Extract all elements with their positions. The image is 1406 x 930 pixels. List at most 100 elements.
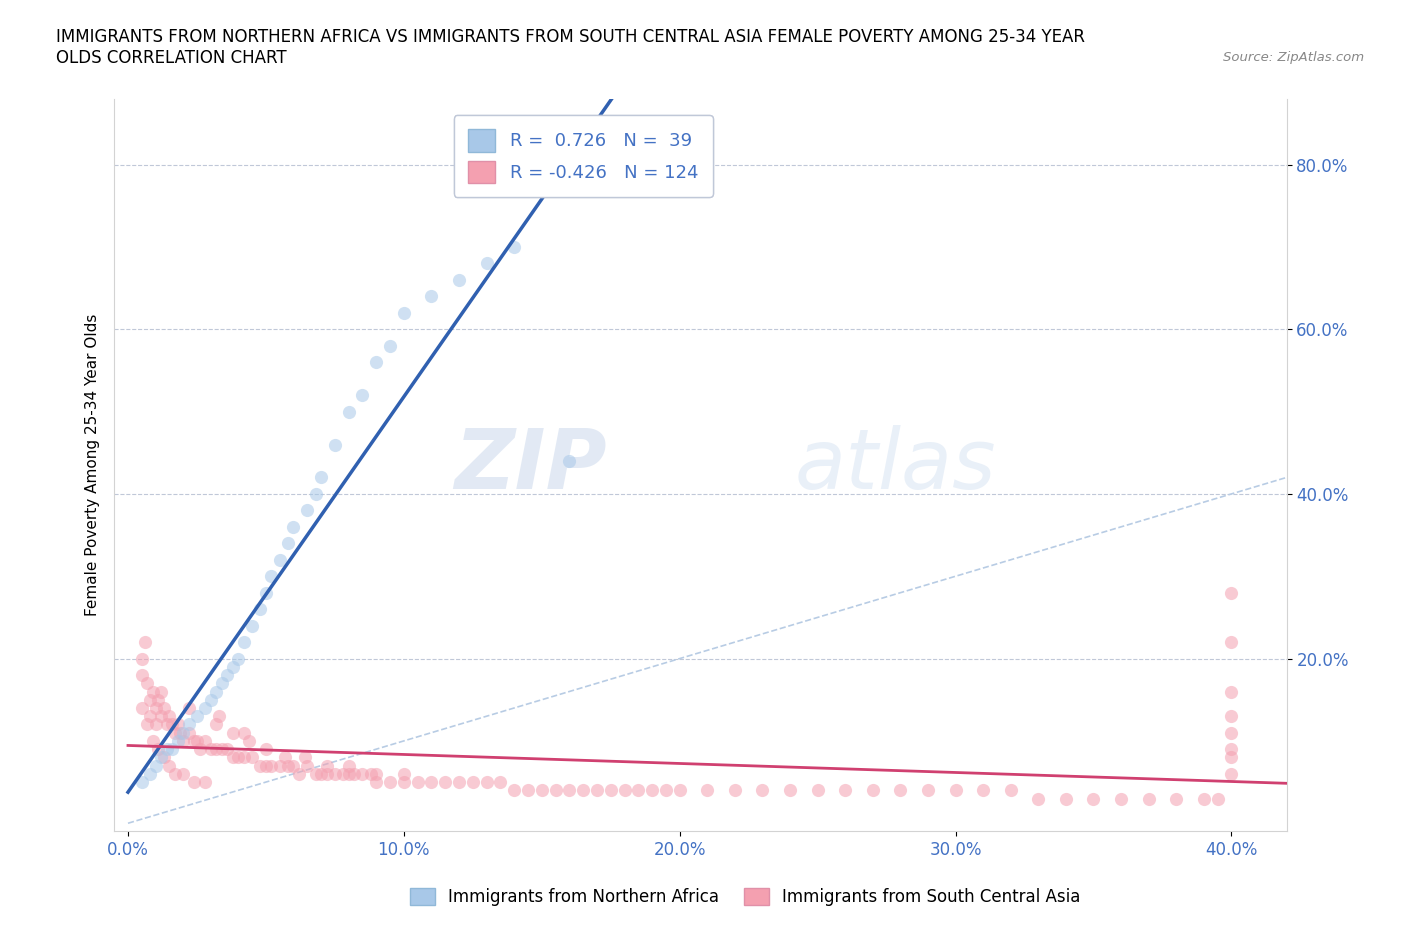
Point	[309, 470, 332, 485]
Point	[558, 783, 581, 798]
Point	[315, 758, 337, 773]
Point	[260, 569, 283, 584]
Point	[145, 717, 167, 732]
Point	[406, 775, 429, 790]
Point	[447, 272, 470, 287]
Point	[392, 305, 415, 320]
Point	[240, 618, 263, 633]
Point	[337, 766, 360, 781]
Point	[323, 766, 346, 781]
Point	[1109, 791, 1132, 806]
Point	[420, 289, 443, 304]
Point	[1220, 684, 1243, 699]
Point	[172, 725, 194, 740]
Point	[366, 766, 388, 781]
Point	[166, 734, 188, 749]
Point	[972, 783, 994, 798]
Point	[232, 725, 254, 740]
Point	[1206, 791, 1229, 806]
Point	[447, 775, 470, 790]
Point	[283, 758, 305, 773]
Point	[188, 742, 211, 757]
Point	[297, 758, 319, 773]
Point	[240, 750, 263, 764]
Point	[655, 783, 678, 798]
Point	[153, 750, 176, 764]
Point	[136, 717, 159, 732]
Point	[205, 742, 228, 757]
Point	[304, 766, 326, 781]
Point	[145, 700, 167, 715]
Point	[1083, 791, 1105, 806]
Point	[337, 405, 360, 419]
Point	[269, 758, 291, 773]
Legend: R =  0.726   N =  39, R = -0.426   N = 124: R = 0.726 N = 39, R = -0.426 N = 124	[454, 115, 713, 197]
Point	[834, 783, 856, 798]
Point	[160, 717, 183, 732]
Point	[277, 536, 299, 551]
Point	[378, 775, 401, 790]
Point	[186, 709, 208, 724]
Point	[155, 742, 177, 757]
Point	[131, 668, 153, 683]
Point	[260, 758, 283, 773]
Point	[366, 775, 388, 790]
Point	[211, 676, 233, 691]
Point	[145, 758, 167, 773]
Point	[392, 775, 415, 790]
Point	[222, 725, 245, 740]
Point	[157, 758, 180, 773]
Point	[945, 783, 967, 798]
Point	[315, 766, 337, 781]
Point	[489, 775, 512, 790]
Point	[136, 676, 159, 691]
Point	[627, 783, 650, 798]
Point	[166, 717, 188, 732]
Point	[1192, 791, 1215, 806]
Point	[503, 239, 526, 254]
Point	[1220, 634, 1243, 649]
Point	[228, 651, 250, 666]
Point	[1220, 725, 1243, 740]
Point	[323, 437, 346, 452]
Point	[177, 725, 200, 740]
Point	[269, 552, 291, 567]
Point	[332, 766, 354, 781]
Point	[274, 750, 297, 764]
Point	[150, 684, 173, 699]
Point	[668, 783, 690, 798]
Point	[134, 634, 156, 649]
Point	[352, 766, 374, 781]
Point	[238, 734, 260, 749]
Point	[807, 783, 830, 798]
Point	[139, 709, 162, 724]
Point	[558, 454, 581, 469]
Point	[392, 766, 415, 781]
Point	[343, 766, 366, 781]
Point	[475, 775, 498, 790]
Point	[283, 519, 305, 534]
Point	[228, 750, 250, 764]
Point	[148, 742, 170, 757]
Point	[205, 717, 228, 732]
Y-axis label: Female Poverty Among 25-34 Year Olds: Female Poverty Among 25-34 Year Olds	[86, 314, 100, 617]
Point	[157, 709, 180, 724]
Point	[862, 783, 884, 798]
Point	[1220, 742, 1243, 757]
Point	[586, 783, 609, 798]
Point	[232, 750, 254, 764]
Point	[461, 775, 484, 790]
Point	[378, 339, 401, 353]
Point	[352, 388, 374, 403]
Point	[150, 709, 173, 724]
Point	[420, 775, 443, 790]
Point	[172, 734, 194, 749]
Point	[177, 700, 200, 715]
Point	[160, 742, 183, 757]
Point	[724, 783, 747, 798]
Point	[366, 354, 388, 369]
Point	[599, 783, 621, 798]
Point	[177, 717, 200, 732]
Point	[186, 734, 208, 749]
Point	[131, 775, 153, 790]
